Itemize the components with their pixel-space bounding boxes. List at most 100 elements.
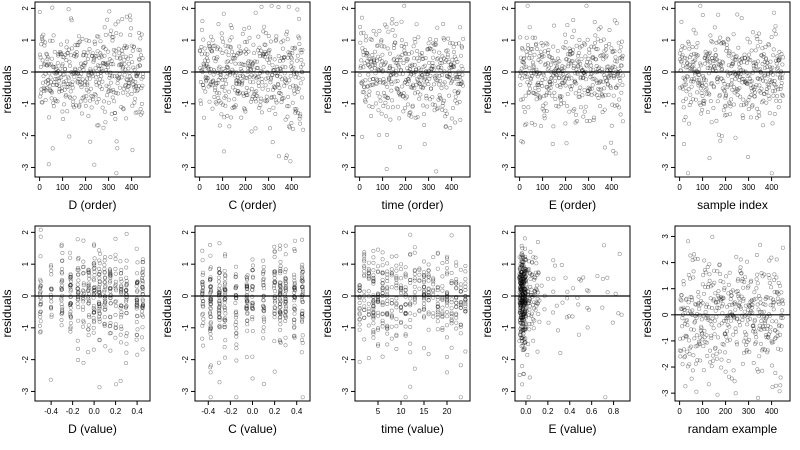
scatter-point [721, 280, 726, 285]
scatter-point [87, 76, 92, 81]
scatter-point [366, 62, 371, 67]
scatter-point [591, 115, 596, 120]
scatter-point [417, 52, 422, 57]
scatter-point [38, 314, 43, 319]
scatter-point [269, 95, 274, 100]
scatter-point [112, 52, 117, 57]
scatter-point [212, 95, 217, 100]
y-tick-label: 0 [21, 69, 30, 74]
scatter-point [535, 46, 540, 51]
scatter-point [600, 276, 605, 281]
scatter-point [83, 103, 88, 108]
scatter-point [567, 109, 572, 114]
scatter-point [403, 265, 408, 270]
scatter-point [280, 97, 285, 102]
scatter-point [38, 254, 43, 259]
scatter-point [44, 52, 49, 57]
scatter-point [774, 319, 779, 324]
scatter-point [436, 82, 441, 87]
scatter-point [115, 81, 120, 86]
scatter-point [61, 72, 66, 77]
scatter-point [412, 62, 417, 67]
scatter-point [399, 43, 404, 48]
scatter-point [298, 65, 303, 70]
scatter-point [366, 63, 371, 68]
scatter-point [427, 60, 432, 65]
scatter-point [596, 96, 601, 101]
scatter-point [66, 84, 71, 89]
scatter-point [219, 85, 224, 90]
y-tick-label: 2 [661, 260, 670, 265]
scatter-point [97, 55, 102, 60]
scatter-point [543, 76, 548, 81]
scatter-point [366, 356, 371, 361]
scatter-point [371, 255, 376, 260]
scatter-point [266, 50, 271, 55]
scatter-point [412, 91, 417, 96]
scatter-point [208, 67, 213, 72]
scatter-point [208, 336, 213, 341]
scatter-point [112, 111, 117, 116]
scatter-point [295, 110, 300, 115]
x-tick-label: 0.8 [608, 407, 620, 416]
scatter-point [94, 82, 99, 87]
scatter-point [38, 55, 43, 60]
y-tick-label: -3 [21, 163, 30, 171]
scatter-point [219, 100, 224, 105]
scatter-point [116, 19, 121, 24]
scatter-point [775, 330, 780, 335]
y-tick-label: 2 [21, 6, 30, 11]
scatter-point [440, 261, 445, 266]
scatter-points [517, 3, 626, 156]
scatter-point [761, 309, 766, 314]
scatter-point [754, 253, 759, 258]
scatter-point [729, 376, 734, 381]
scatter-point [692, 72, 697, 77]
scatter-point [378, 80, 383, 85]
scatter-point [103, 344, 108, 349]
scatter-point [461, 36, 466, 41]
scatter-point [412, 56, 417, 61]
scatter-point [58, 50, 63, 55]
scatter-point [289, 121, 294, 126]
scatter-point [401, 44, 406, 49]
scatter-point [68, 250, 73, 255]
scatter-point [107, 88, 112, 93]
scatter-point [524, 53, 529, 58]
scatter-point [99, 53, 104, 58]
scatter-point [56, 78, 61, 83]
scatter-point [76, 346, 81, 351]
scatter-point [408, 232, 413, 237]
scatter-point [256, 74, 261, 79]
scatter-point [130, 103, 135, 108]
scatter-point [51, 101, 56, 106]
scatter-point [55, 61, 60, 66]
scatter-point [380, 321, 385, 326]
scatter-point [416, 35, 421, 40]
scatter-point [252, 59, 257, 64]
scatter-point [105, 17, 110, 22]
scatter-point [298, 121, 303, 126]
scatter-point [691, 353, 696, 358]
scatter-point [412, 284, 417, 289]
scatter-point [92, 256, 97, 261]
scatter-point [41, 32, 46, 37]
scatter-point [403, 395, 408, 400]
scatter-point [199, 44, 204, 49]
x-tick-label: 5 [376, 407, 381, 416]
scatter-point [693, 361, 698, 366]
y-tick-label: 2 [661, 6, 670, 11]
scatter-point [403, 96, 408, 101]
scatter-point [595, 274, 600, 279]
scatter-point [52, 80, 57, 85]
scatter-point [42, 86, 47, 91]
scatter-point [454, 260, 459, 265]
scatter-point [729, 293, 734, 298]
scatter-point [287, 124, 292, 129]
scatter-point [71, 105, 76, 110]
scatter-point [551, 124, 556, 129]
scatter-point [449, 306, 454, 311]
scatter-point [698, 335, 703, 340]
scatter-point [563, 32, 568, 37]
scatter-point [75, 79, 80, 84]
